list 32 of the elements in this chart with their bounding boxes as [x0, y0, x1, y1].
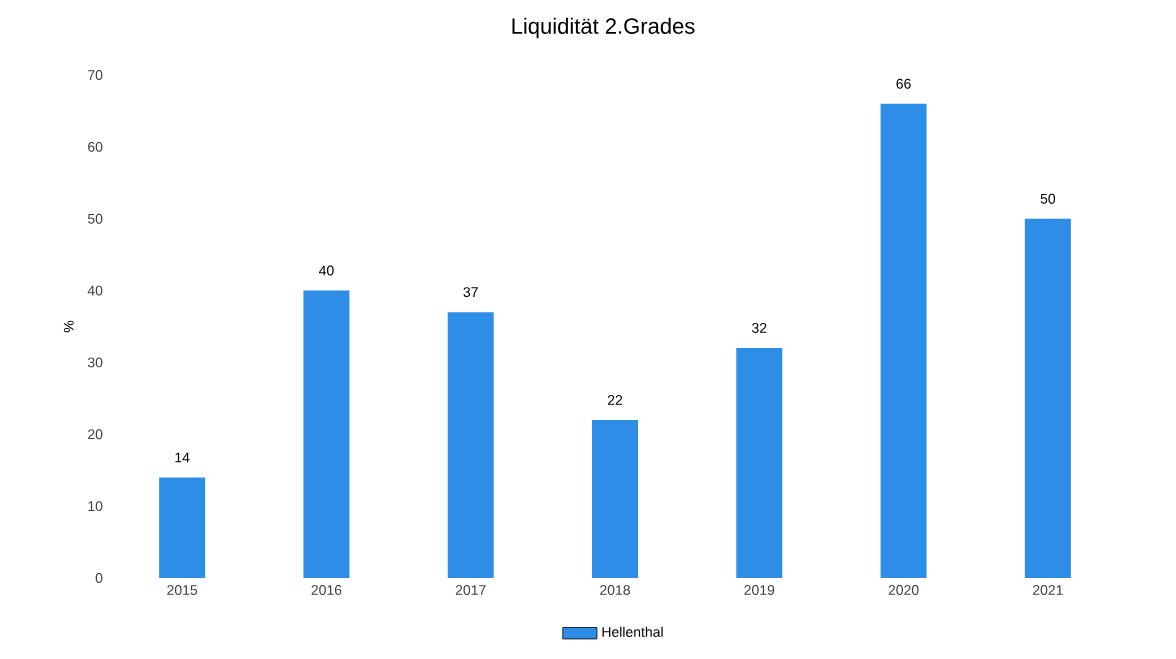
x-tick-label: 2019 — [744, 585, 775, 595]
y-tick-label: 20 — [88, 429, 103, 440]
data-label: 66 — [896, 78, 911, 89]
legend-label: Hellenthal — [602, 626, 663, 637]
x-tick-label: 2018 — [600, 585, 630, 595]
data-label: 22 — [607, 395, 623, 405]
y-tick-label: 10 — [88, 501, 103, 512]
bar — [303, 290, 350, 578]
x-tick-label: 2021 — [1032, 585, 1063, 595]
x-tick-label: 2020 — [888, 585, 919, 595]
data-label: 40 — [318, 265, 334, 276]
chart-title: Liquidität 2.Grades — [512, 17, 695, 39]
data-label: 37 — [463, 287, 478, 298]
y-tick-label: 60 — [88, 141, 103, 152]
bar — [1024, 218, 1071, 578]
x-tick-label: 2017 — [455, 585, 486, 595]
y-tick-label: 0 — [95, 573, 103, 583]
y-tick-label: 70 — [88, 70, 103, 80]
y-axis-title: % — [63, 320, 74, 333]
bar — [592, 419, 638, 578]
x-tick-label: 2015 — [167, 585, 198, 595]
bar — [447, 312, 494, 578]
data-label: 14 — [175, 452, 190, 463]
y-tick-label: 50 — [87, 213, 103, 224]
bar — [880, 103, 927, 578]
y-tick-label: 40 — [87, 285, 103, 296]
bar — [159, 477, 206, 578]
bar — [736, 348, 783, 578]
x-tick-label: 2016 — [311, 585, 342, 595]
data-label: 50 — [1040, 193, 1056, 204]
data-label: 32 — [752, 323, 767, 333]
y-tick-label: 30 — [87, 357, 103, 368]
